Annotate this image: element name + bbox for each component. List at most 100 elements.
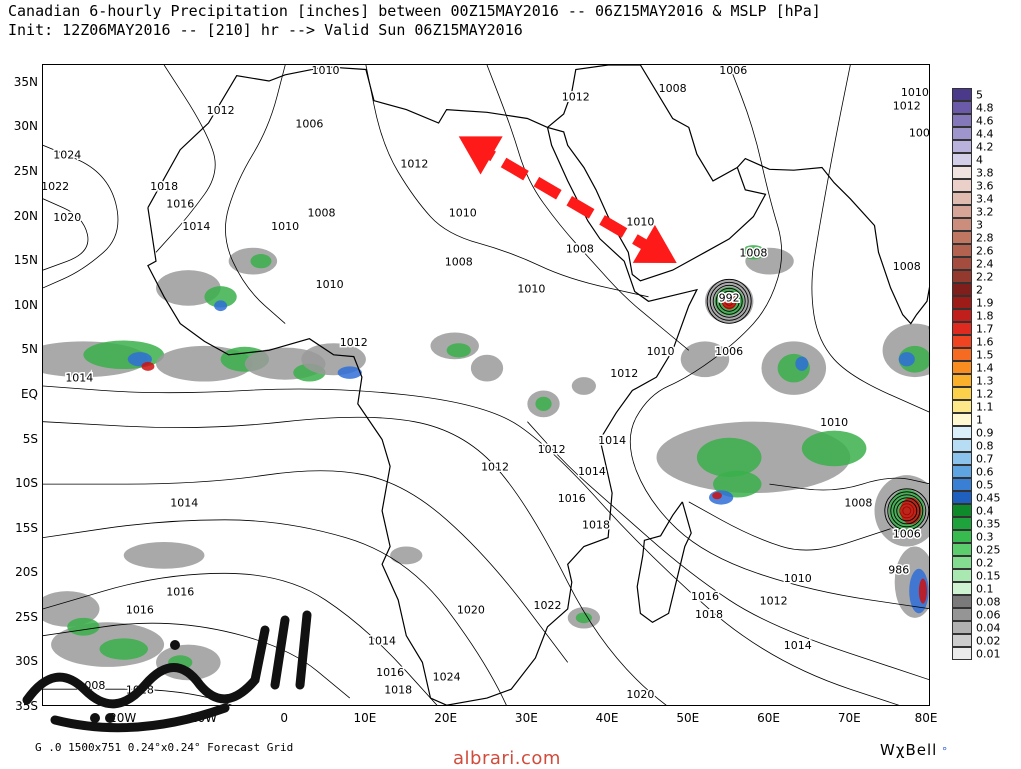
- colorbar-swatch: [952, 621, 972, 634]
- cyclone-isobar: [887, 491, 927, 531]
- isobar-label: 1012: [340, 336, 368, 349]
- isobar-label: 1024: [53, 149, 81, 162]
- isobar-label: 1016: [376, 666, 404, 679]
- isobar-label: 1012: [538, 443, 566, 456]
- isobar-label: 1016: [691, 590, 719, 603]
- colorbar-label: 1: [976, 413, 983, 426]
- arrowhead-northwest: [458, 136, 503, 175]
- isobar: [629, 65, 929, 610]
- precip-area: [680, 341, 730, 378]
- isobar-label: 1022: [534, 599, 562, 612]
- colorbar-swatch: [952, 387, 972, 400]
- colorbar-swatch: [952, 179, 972, 192]
- coastline: [147, 66, 699, 705]
- isobar-label: 1008: [844, 496, 872, 509]
- colorbar-label: 3.6: [976, 179, 994, 192]
- lon-tick-label: 70E: [837, 711, 861, 725]
- colorbar-swatch: [952, 569, 972, 582]
- colorbar-swatch: [952, 283, 972, 296]
- cyclone-isobar: [721, 293, 737, 309]
- lon-tick-label: 20W: [109, 711, 137, 725]
- colorbar-label: 0.4: [976, 504, 994, 517]
- cyclone-isobar: [890, 494, 924, 528]
- colorbar-swatch: [952, 556, 972, 569]
- isobar-label: 1008: [739, 247, 767, 260]
- cyclone-isobar: [896, 500, 918, 522]
- isobar-label: 1006: [715, 345, 743, 358]
- isobar-label: 1010: [820, 416, 848, 429]
- isobar-label: 1016: [558, 492, 586, 505]
- isobar-label: 1018: [384, 684, 412, 697]
- colorbar-label: 3.8: [976, 166, 994, 179]
- colorbar-swatch: [952, 348, 972, 361]
- cyclone-isobar: [902, 506, 912, 516]
- precip-area: [721, 293, 737, 310]
- colorbar-swatch: [952, 634, 972, 647]
- precip-area: [741, 245, 766, 260]
- lat-tick-label: EQ: [20, 386, 38, 401]
- isobar-label: 1006: [295, 117, 323, 130]
- precip-area: [918, 578, 927, 604]
- colorbar-swatch: [952, 543, 972, 556]
- isobar-label: 1012: [760, 594, 788, 607]
- colorbar-label: 0.01: [976, 647, 1001, 660]
- watermark-logo: [15, 590, 335, 762]
- colorbar-label: 4.6: [976, 114, 994, 127]
- colorbar-label: 0.9: [976, 426, 994, 439]
- isobar-label: 1010: [517, 282, 545, 295]
- isobar-label: 1010: [271, 220, 299, 233]
- isobar-label: 1010: [316, 278, 344, 291]
- colorbar-swatch: [952, 244, 972, 257]
- isobar-label: 1020: [53, 211, 81, 224]
- cyclone-isobar: [884, 488, 929, 534]
- cyclone-isobar: [893, 497, 921, 525]
- isobar: [527, 421, 929, 681]
- colorbar-swatch: [952, 517, 972, 530]
- grid-info: G .0 1500x751 0.24°x0.24° Forecast Grid: [35, 741, 294, 754]
- cyclone-isobar: [899, 503, 915, 519]
- colorbar-label: 1.6: [976, 335, 994, 348]
- colorbar-swatch: [952, 530, 972, 543]
- cyclone-isobar: [718, 290, 740, 312]
- isobar: [688, 501, 891, 551]
- precip-area: [123, 542, 205, 569]
- isobar-label: 1006: [893, 528, 921, 541]
- colorbar-swatch: [952, 322, 972, 335]
- lon-tick-label: 20E: [434, 711, 458, 725]
- colorbar-label: 2.2: [976, 270, 994, 283]
- coastline: [636, 501, 692, 624]
- colorbar-label: 0.6: [976, 465, 994, 478]
- isobar-label: 1020: [626, 688, 654, 701]
- colorbar-label: 4.2: [976, 140, 994, 153]
- isobar-label: 1008: [893, 260, 921, 273]
- colorbar-swatch: [952, 127, 972, 140]
- isobar: [155, 65, 216, 253]
- colorbar-label: 4.4: [976, 127, 994, 140]
- cyclone-isobar: [709, 281, 749, 321]
- colorbar-swatch: [952, 374, 972, 387]
- isobar-label: 1024: [433, 670, 461, 683]
- isobar-label: 1008: [659, 82, 687, 95]
- chart-title: Canadian 6-hourly Precipitation [inches]…: [8, 2, 821, 20]
- colorbar-label: 1.3: [976, 374, 994, 387]
- lat-tick-label: 5N: [21, 342, 38, 357]
- colorbar-label: 0.2: [976, 556, 994, 569]
- colorbar-label: 2.6: [976, 244, 994, 257]
- precip-area: [795, 356, 809, 371]
- isobar-label: 1016: [166, 198, 194, 211]
- colorbar-label: 0.7: [976, 452, 994, 465]
- isobar-label: 1012: [893, 100, 921, 113]
- colorbar-label: 0.5: [976, 478, 994, 491]
- isobar-label: 1020: [457, 603, 485, 616]
- colorbar-label: 0.25: [976, 543, 1001, 556]
- precip-area: [141, 361, 155, 371]
- colorbar-swatch: [952, 192, 972, 205]
- isobar-label: 1014: [598, 434, 626, 447]
- colorbar-swatch: [952, 205, 972, 218]
- colorbar-swatch: [952, 231, 972, 244]
- colorbar-swatch: [952, 270, 972, 283]
- lat-tick-label: 20N: [13, 208, 38, 223]
- colorbar-label: 0.15: [976, 569, 1001, 582]
- lon-tick-label: 40E: [595, 711, 619, 725]
- colorbar-swatch: [952, 257, 972, 270]
